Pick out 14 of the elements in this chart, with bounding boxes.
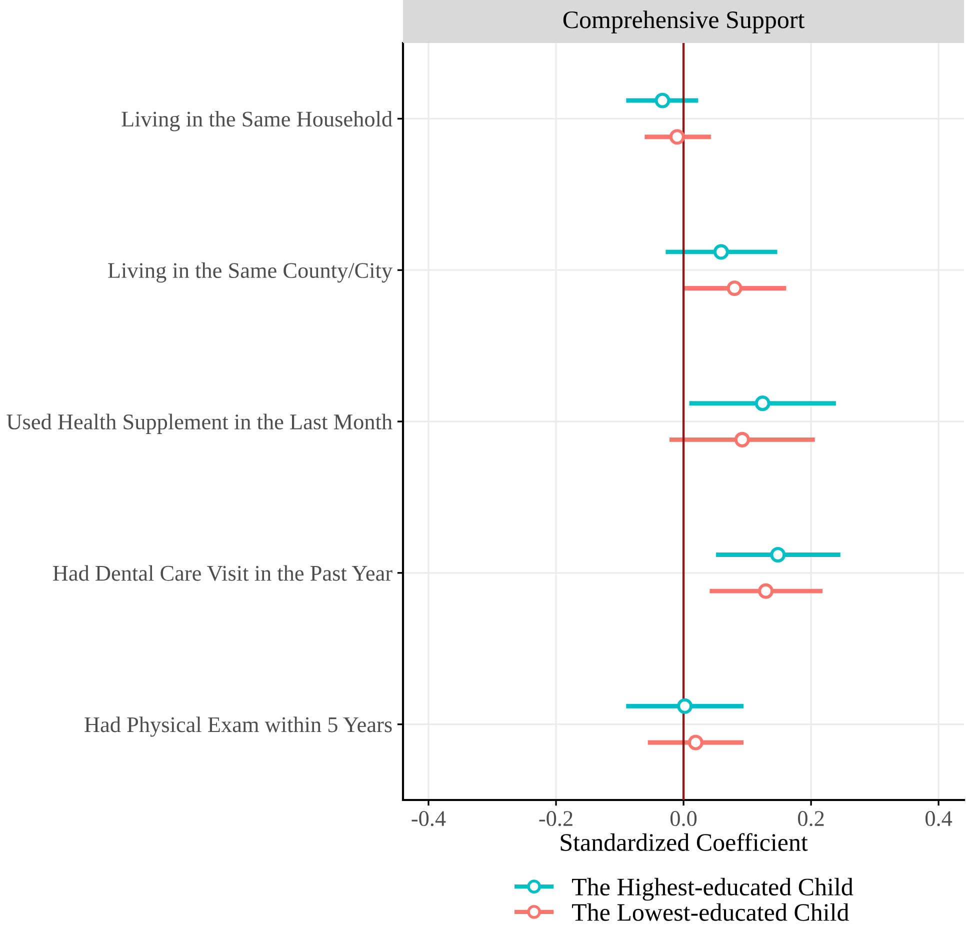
y-tick-label: Used Health Supplement in the Last Month	[6, 414, 392, 434]
y-tick-label: Had Physical Exam within 5 Years	[84, 716, 392, 737]
legend-label: The Lowest-educated Child	[572, 903, 849, 921]
x-tick-label: 0.0	[670, 811, 697, 826]
y-tick-label: Living in the Same County/City	[108, 262, 392, 283]
legend-label: The Highest-educated Child	[572, 878, 854, 901]
x-tick-label: -0.4	[412, 811, 446, 826]
y-tick-label: Living in the Same Household	[122, 110, 392, 132]
x-tick-label: 0.2	[798, 811, 824, 826]
x-tick-label: -0.2	[539, 811, 572, 826]
x-tick-label: 0.4	[926, 811, 952, 826]
chart-title: Comprehensive Support	[563, 10, 805, 34]
x-axis-title: Standardized Coefficient	[560, 833, 808, 851]
y-tick-label: Had Dental Care Visit in the Past Year	[53, 565, 392, 581]
